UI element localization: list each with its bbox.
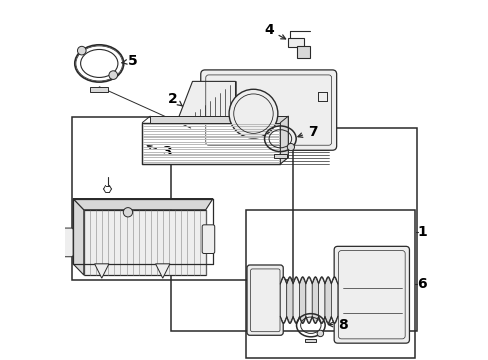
Polygon shape xyxy=(312,277,318,323)
Bar xyxy=(142,152,279,153)
Polygon shape xyxy=(280,116,287,164)
Text: 1: 1 xyxy=(416,225,426,239)
Circle shape xyxy=(123,208,132,217)
Bar xyxy=(142,144,279,145)
Polygon shape xyxy=(94,264,109,278)
Bar xyxy=(142,123,279,125)
Bar xyxy=(142,147,279,148)
Bar xyxy=(142,123,280,164)
Circle shape xyxy=(109,71,117,80)
Polygon shape xyxy=(318,277,325,323)
Bar xyxy=(142,157,279,158)
Bar xyxy=(142,129,279,130)
Bar xyxy=(142,139,279,140)
Text: 2: 2 xyxy=(167,91,183,106)
FancyBboxPatch shape xyxy=(333,246,408,343)
Bar xyxy=(287,39,304,47)
Bar xyxy=(142,141,279,143)
Polygon shape xyxy=(155,264,169,278)
Circle shape xyxy=(287,143,294,150)
Bar xyxy=(246,211,414,357)
Circle shape xyxy=(317,330,323,337)
Text: 4: 4 xyxy=(264,23,285,39)
Bar xyxy=(142,159,279,161)
Bar xyxy=(142,149,279,150)
Text: 8: 8 xyxy=(327,318,347,332)
Polygon shape xyxy=(299,277,305,323)
Bar xyxy=(142,131,279,132)
Circle shape xyxy=(228,89,277,138)
Text: 7: 7 xyxy=(297,125,317,139)
Bar xyxy=(142,154,279,156)
FancyBboxPatch shape xyxy=(59,228,73,257)
Bar xyxy=(142,126,279,127)
Polygon shape xyxy=(305,277,312,323)
Bar xyxy=(273,154,286,158)
Polygon shape xyxy=(174,81,235,128)
Polygon shape xyxy=(280,277,286,323)
FancyBboxPatch shape xyxy=(201,70,336,150)
Bar xyxy=(90,87,108,92)
Text: 3: 3 xyxy=(147,145,171,159)
Polygon shape xyxy=(73,199,212,210)
Circle shape xyxy=(77,46,86,55)
Text: 5: 5 xyxy=(122,54,137,68)
Polygon shape xyxy=(150,116,287,123)
FancyBboxPatch shape xyxy=(202,225,214,253)
Polygon shape xyxy=(83,210,205,275)
Polygon shape xyxy=(73,199,83,275)
Polygon shape xyxy=(292,277,299,323)
Bar xyxy=(142,134,279,135)
Bar xyxy=(142,162,279,163)
FancyBboxPatch shape xyxy=(246,265,283,335)
Bar xyxy=(305,339,316,342)
Bar xyxy=(142,136,279,138)
Bar xyxy=(171,128,416,330)
Bar xyxy=(72,117,292,280)
Text: 6: 6 xyxy=(416,277,426,291)
Bar xyxy=(297,45,309,58)
Polygon shape xyxy=(331,277,337,323)
Polygon shape xyxy=(325,277,331,323)
Polygon shape xyxy=(286,277,292,323)
